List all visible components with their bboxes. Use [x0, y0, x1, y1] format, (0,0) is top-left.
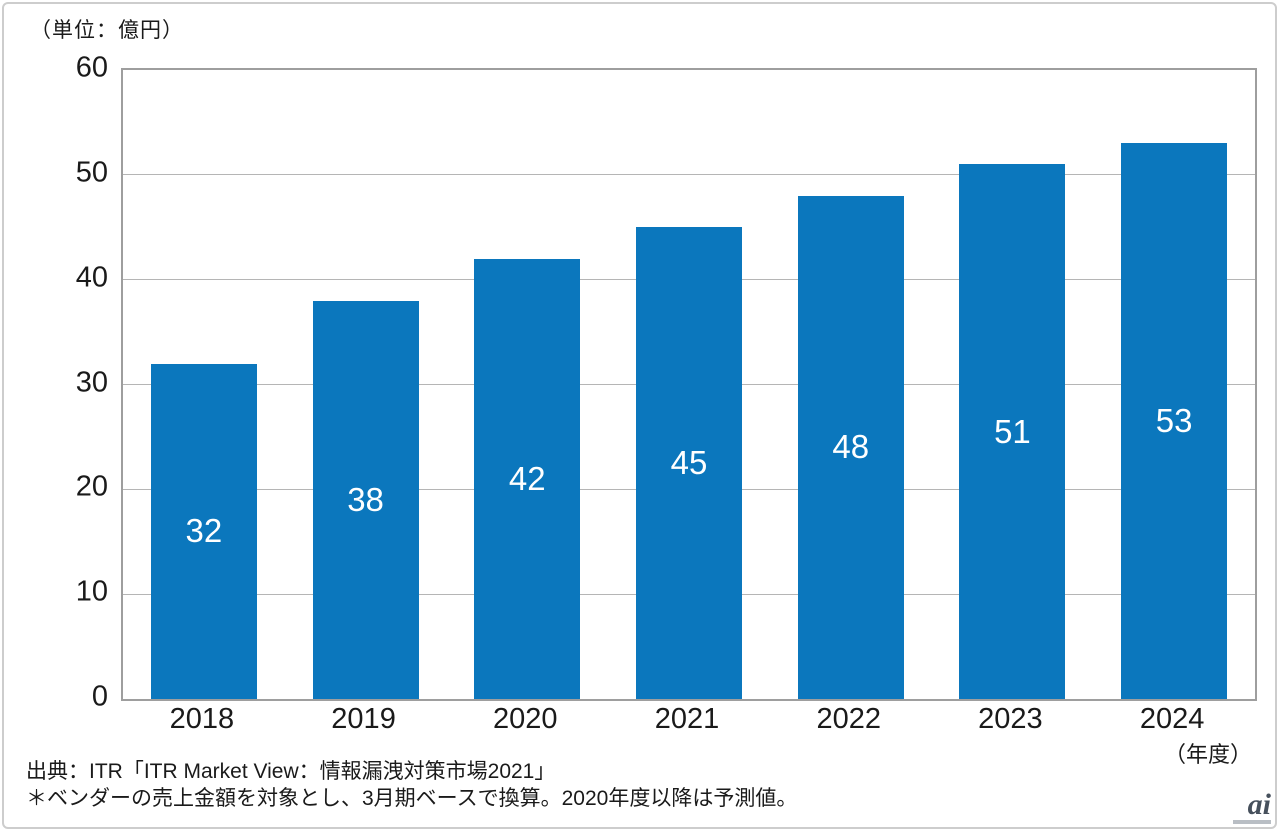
bar-value-label: 45	[670, 444, 708, 482]
gridline-y50	[123, 174, 1255, 176]
y-tick-label-40: 40	[75, 261, 108, 294]
bar-value-label: 38	[347, 480, 384, 518]
x-tick-label-2024: 2024	[1139, 703, 1205, 735]
watermark: ai	[1233, 788, 1271, 824]
y-tick-label-50: 50	[75, 156, 108, 189]
x-tick-label-2023: 2023	[978, 703, 1043, 735]
y-tick-label-10: 10	[75, 575, 108, 608]
bar-value-label: 48	[832, 428, 870, 466]
y-tick-label-30: 30	[75, 366, 108, 398]
watermark-subtext-bar	[1233, 820, 1271, 824]
x-tick-label-2020: 2020	[493, 703, 558, 735]
x-tick-label-2022: 2022	[816, 703, 881, 735]
bar-value-label: 42	[508, 459, 546, 497]
x-tick-label-2018: 2018	[169, 703, 235, 735]
bar-2021: 45	[636, 227, 742, 699]
bar-value-label: 51	[994, 412, 1031, 450]
x-axis-unit-label: （年度）	[1163, 742, 1252, 767]
bar-2018: 32	[150, 363, 257, 699]
x-tick-label-2019: 2019	[331, 703, 396, 735]
y-axis-unit-label: （単位：億円）	[30, 19, 184, 42]
plot-area: 32 38 42 45 48 51 53	[121, 68, 1257, 701]
y-tick-label-0: 0	[91, 680, 108, 713]
watermark-logo: ai	[1247, 788, 1271, 821]
bar-2020: 42	[474, 258, 581, 699]
bar-2019: 38	[312, 300, 419, 699]
bar-2022: 48	[797, 195, 904, 699]
bar-2024: 53	[1121, 143, 1228, 699]
bar-value-label: 32	[185, 512, 223, 550]
x-tick-label-2021: 2021	[654, 703, 720, 735]
y-tick-label-60: 60	[75, 51, 108, 84]
footer-notes: 出典：ITR「ITR Market View：情報漏洩対策市場2021」 ＊ベン…	[26, 758, 797, 812]
bar-value-label: 53	[1155, 402, 1193, 440]
bar-2023: 51	[959, 164, 1066, 699]
source-line: 出典：ITR「ITR Market View：情報漏洩対策市場2021」	[26, 760, 556, 783]
note-line: ＊ベンダーの売上金額を対象とし、3月期ベースで換算。2020年度以降は予測値。	[26, 787, 798, 810]
y-tick-label-20: 20	[75, 470, 108, 503]
